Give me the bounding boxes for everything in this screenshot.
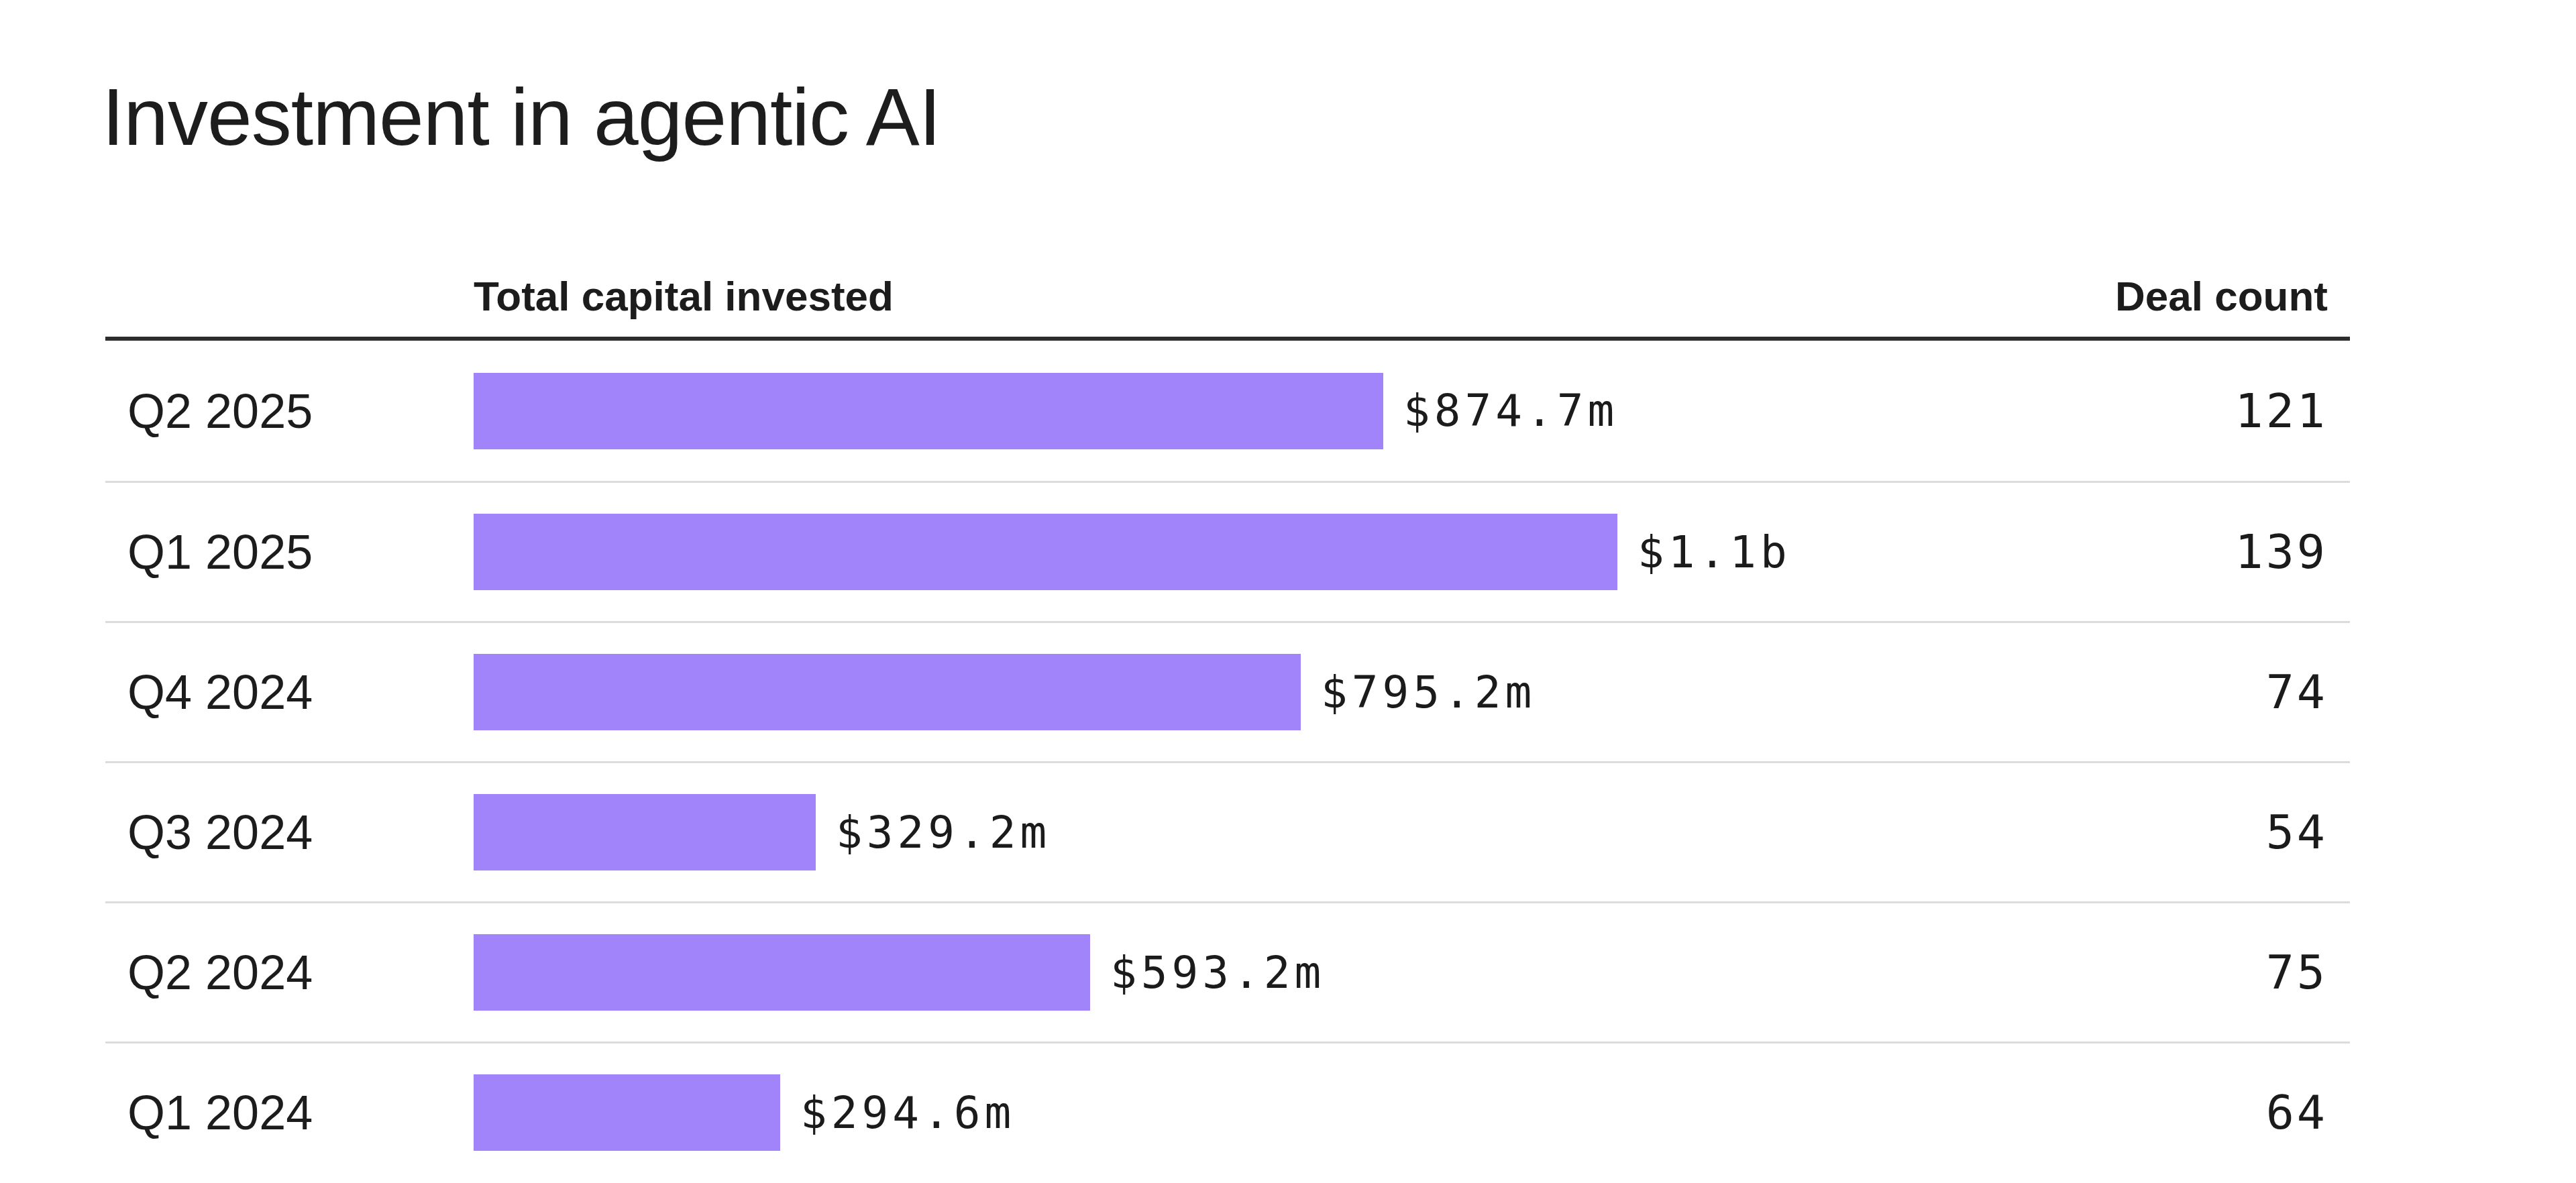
capital-bar	[474, 514, 1617, 590]
bar-table: Q2 2025 $874.7m 121 Q1 2025 $1.1b 139 Q4…	[105, 337, 2350, 1182]
table-row: Q3 2024 $329.2m 54	[105, 761, 2350, 901]
bar-cell: $874.7m 121	[474, 373, 2350, 449]
deal-count-value: 74	[2266, 665, 2350, 720]
bar-cell: $593.2m 75	[474, 934, 2350, 1011]
capital-value-label: $795.2m	[1321, 667, 1536, 718]
capital-value-label: $874.7m	[1403, 385, 1618, 437]
bar-cell: $795.2m 74	[474, 654, 2350, 730]
capital-bar	[474, 654, 1301, 730]
deal-count-value: 139	[2235, 524, 2350, 579]
deal-count-value: 75	[2266, 945, 2350, 1000]
chart-canvas: Investment in agentic AI Total capital i…	[0, 0, 2576, 1183]
quarter-label: Q4 2024	[105, 665, 474, 720]
capital-value-label: $294.6m	[800, 1087, 1015, 1139]
quarter-label: Q2 2025	[105, 384, 474, 439]
column-header-deal-count: Deal count	[2115, 272, 2328, 320]
quarter-label: Q2 2024	[105, 945, 474, 1000]
capital-value-label: $593.2m	[1110, 947, 1325, 999]
table-row: Q2 2024 $593.2m 75	[105, 901, 2350, 1041]
chart-title: Investment in agentic AI	[102, 72, 941, 161]
capital-bar	[474, 1074, 780, 1151]
table-row: Q2 2025 $874.7m 121	[105, 341, 2350, 481]
table-row: Q1 2025 $1.1b 139	[105, 481, 2350, 621]
capital-value-label: $1.1b	[1638, 526, 1791, 578]
table-row: Q4 2024 $795.2m 74	[105, 621, 2350, 761]
column-header-total-capital: Total capital invested	[474, 272, 894, 320]
quarter-label: Q3 2024	[105, 805, 474, 860]
deal-count-value: 64	[2266, 1085, 2350, 1140]
capital-bar	[474, 934, 1090, 1011]
table-row: Q1 2024 $294.6m 64	[105, 1041, 2350, 1182]
quarter-label: Q1 2024	[105, 1085, 474, 1140]
bar-cell: $1.1b 139	[474, 514, 2350, 590]
capital-bar	[474, 794, 816, 870]
capital-bar	[474, 373, 1383, 449]
bar-cell: $294.6m 64	[474, 1074, 2350, 1151]
deal-count-value: 121	[2235, 384, 2350, 439]
bar-cell: $329.2m 54	[474, 794, 2350, 870]
deal-count-value: 54	[2266, 805, 2350, 860]
capital-value-label: $329.2m	[836, 807, 1051, 858]
quarter-label: Q1 2025	[105, 524, 474, 579]
